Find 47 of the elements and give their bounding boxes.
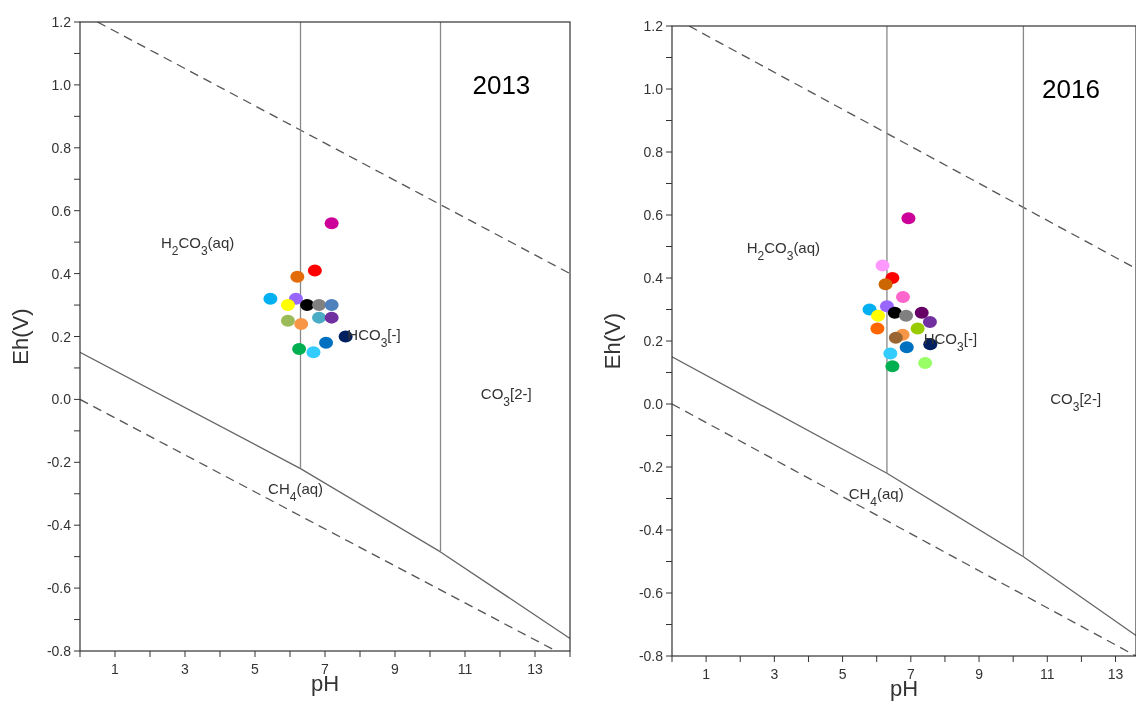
x-tick-label: 3 [181,661,190,677]
y-tick-label: -0.4 [638,522,664,538]
y-tick-label: 0.0 [51,391,72,408]
text: 2016 [1042,74,1100,104]
y-tick-label: -0.6 [46,580,72,597]
y-axis-title: Eh(V) [600,312,625,370]
annotation: HCO$_{3}$[-] [923,330,978,355]
x-tick-label: 1 [111,661,120,677]
y-tick-label: 0.2 [643,333,664,349]
x-tick-label: 13 [527,661,543,677]
y-tick-label: -0.2 [46,454,72,471]
y-tick-label: 0.2 [51,328,72,345]
x-tick-label: 11 [1040,666,1055,682]
y-tick-label: 1.2 [51,14,72,30]
annotation: CH$_{4}$(aq) [268,479,324,504]
y-axis-title: Eh(V) [8,308,33,365]
x-tick-label: 7 [321,661,330,677]
annotation: CO$_{3}$[2-] [1050,390,1102,414]
y-tick-label: -0.6 [638,585,664,601]
x-tick-label: 1 [702,666,711,682]
x-tick-label: 3 [770,666,779,682]
x-tick-label: 7 [906,666,915,682]
y-tick-label: 0.4 [51,265,72,282]
annotation: CO$_{3}$[2-] [480,385,532,410]
y-tick-label: 0.8 [643,144,664,160]
y-tick-label: 0.4 [643,270,664,286]
y-tick-label: 1.2 [643,18,664,34]
x-tick-label: 5 [251,661,260,677]
y-tick-label: -0.2 [638,459,664,475]
x-tick-label: 9 [975,666,984,682]
x-tick-label: 5 [838,666,847,682]
annotation: H$_{2}$CO$_{3}$(aq) [160,234,235,259]
x-tick-label: 11 [457,661,473,677]
annotation: CH$_{4}$(aq) [848,484,904,509]
y-tick-label: 1.0 [51,76,72,93]
text: 2013 [472,70,531,100]
y-tick-label: 0.6 [51,202,72,219]
annotation: H$_{2}$CO$_{3}$(aq) [746,238,821,263]
x-tick-label: 9 [391,661,400,677]
y-tick-label: 1.0 [643,81,664,97]
y-tick-label: -0.8 [46,643,72,659]
y-tick-label: 0.0 [643,396,664,412]
y-tick-label: 0.8 [51,139,72,156]
y-tick-label: 0.6 [643,207,664,223]
y-tick-label: -0.4 [46,517,72,534]
y-tick-label: -0.8 [638,648,664,664]
x-tick-label: 13 [1107,666,1124,682]
